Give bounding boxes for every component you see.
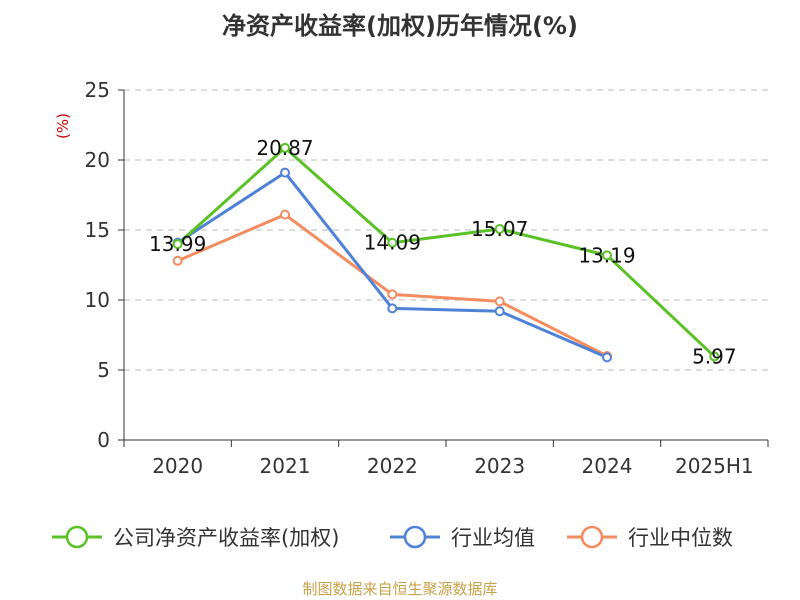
legend-swatch-marker[interactable] xyxy=(580,525,604,549)
legend-swatch-marker[interactable] xyxy=(65,525,89,549)
y-tick-label: 0 xyxy=(97,428,110,452)
x-tick-label: 2022 xyxy=(367,454,418,478)
series-point xyxy=(387,289,398,300)
series-point xyxy=(387,237,398,248)
series-point xyxy=(280,209,290,220)
y-axis-unit-label: (%) xyxy=(54,113,72,139)
axes: 0 5 10 15 20 25 2020 2021 2022 2023 2024 2025H1 xyxy=(85,78,769,478)
series-point xyxy=(172,255,183,266)
series-point xyxy=(602,352,612,363)
series-points xyxy=(172,142,720,363)
legend-swatch-marker[interactable] xyxy=(403,525,427,549)
data-label: 13.19 xyxy=(578,243,635,267)
series-point xyxy=(709,351,720,362)
data-label: 20.87 xyxy=(256,136,313,160)
x-tick-label: 2025H1 xyxy=(675,454,754,478)
data-label: 5.97 xyxy=(692,344,737,368)
series-point xyxy=(494,296,505,307)
grid-lines xyxy=(124,89,768,371)
y-tick-label: 15 xyxy=(85,218,110,242)
x-tick-label: 2020 xyxy=(152,454,203,478)
series-point xyxy=(387,303,398,314)
legend-label[interactable]: 公司净资产收益率(加权) xyxy=(113,526,339,550)
y-tick-label: 10 xyxy=(85,288,110,312)
x-tick-label: 2024 xyxy=(582,454,633,478)
y-tick-label: 5 xyxy=(97,358,110,382)
series-point xyxy=(494,224,505,235)
series-point xyxy=(280,167,290,178)
y-tick-label: 20 xyxy=(85,148,110,172)
data-label: 15.07 xyxy=(471,217,528,241)
x-tick-label: 2023 xyxy=(474,454,525,478)
series-line xyxy=(176,171,608,359)
series-point xyxy=(280,142,290,153)
data-source-note: 制图数据来自恒生聚源数据库 xyxy=(302,580,498,598)
y-tick-label: 25 xyxy=(85,78,110,102)
x-tick-label: 2021 xyxy=(260,454,311,478)
series-point xyxy=(494,306,505,317)
data-label: 13.99 xyxy=(149,232,206,256)
series-point xyxy=(172,239,183,250)
data-labels: 13.99 20.87 14.09 15.07 13.19 5.97 xyxy=(149,136,737,369)
legend-label[interactable]: 行业中位数 xyxy=(628,526,733,550)
chart-title: 净资产收益率(加权)历年情况(%) xyxy=(222,12,578,40)
legend-label[interactable]: 行业均值 xyxy=(451,526,535,550)
series-line xyxy=(176,146,716,358)
series-point xyxy=(602,250,612,261)
legend[interactable]: 公司净资产收益率(加权) 行业均值 行业中位数 xyxy=(52,525,733,550)
data-label: 14.09 xyxy=(364,231,421,255)
